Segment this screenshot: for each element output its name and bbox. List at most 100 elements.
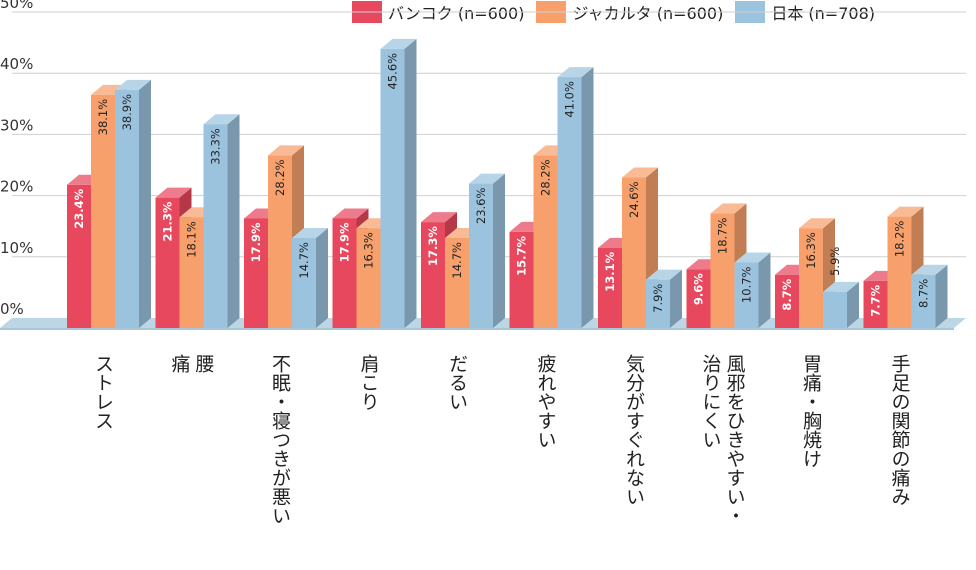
bar-bangkok (863, 280, 888, 328)
bar-jakarta (91, 94, 115, 328)
bar-value-label: 28.2% (539, 159, 553, 196)
bar-japan-top (557, 67, 594, 78)
bar-japan-top (115, 79, 151, 90)
bar-japan-side (758, 252, 771, 328)
bar-jakarta (179, 217, 204, 328)
legend-label-jakarta: ジャカルタ (n=600) (572, 4, 724, 23)
y-tick-label: 40% (0, 55, 33, 73)
bar-jakarta-top (710, 203, 747, 214)
bar-value-label: 23.6% (474, 188, 488, 225)
bar-bangkok (155, 197, 180, 328)
bar-jakarta-top (799, 218, 835, 229)
bar-value-label: 41.0% (563, 81, 577, 118)
bar-japan-top (646, 269, 682, 280)
bar-bangkok (332, 218, 357, 328)
bar-japan-side (935, 264, 948, 328)
bar-value-label: 8.7% (917, 279, 931, 308)
y-tick-label: 10% (0, 239, 33, 257)
bar-value-label: 7.9% (651, 284, 665, 313)
category-label: 肩こり (358, 354, 380, 411)
bar-jakarta-top (268, 145, 304, 156)
bar-japan (203, 124, 228, 328)
category-label: 胃痛・胸焼け (800, 354, 822, 468)
bar-bangkok-top (421, 212, 457, 223)
bar-japan-top (203, 114, 240, 125)
category-label: ストレス (92, 354, 114, 430)
bar-japan-side (581, 67, 594, 328)
bar-japan-top (292, 228, 328, 239)
bar-bangkok (686, 269, 711, 328)
legend-label-bangkok: バンコク (n=600) (388, 4, 525, 23)
category-label: 風邪をひきやすい・ (724, 354, 746, 525)
bar-japan (911, 274, 936, 328)
bar-value-label: 38.9% (120, 94, 134, 131)
category-label: 痛 (169, 354, 191, 374)
bar-value-label: 17.9% (338, 222, 352, 262)
y-tick-label: 30% (0, 116, 33, 134)
bar-value-label: 14.7% (297, 242, 311, 279)
bar-bangkok-top (155, 187, 192, 198)
legend-label-japan: 日本 (n=708) (771, 4, 875, 23)
category-label: 治りにくい (700, 354, 722, 449)
bar-bangkok (598, 247, 622, 328)
bar-japan-side (316, 228, 328, 328)
bar-value-label: 14.7% (450, 242, 464, 279)
bar-jakarta (710, 213, 735, 328)
bar-value-label: 9.6% (692, 273, 706, 305)
bar-japan (292, 238, 316, 328)
category-label: 腰 (193, 354, 215, 373)
bar-jakarta-top (622, 167, 658, 178)
y-tick-label: 50% (0, 0, 33, 12)
bar-value-label: 7.7% (869, 284, 883, 316)
bar-japan-side (227, 114, 240, 328)
bar-japan (115, 89, 139, 328)
bar-value-label: 45.6% (386, 53, 400, 90)
bar-jakarta (622, 177, 646, 328)
bar-japan-top (380, 38, 417, 49)
bar-value-label: 5.9% (828, 247, 842, 276)
bar-japan-side (847, 281, 859, 328)
bar-value-label: 13.1% (603, 251, 617, 291)
y-tick-label: 0% (0, 300, 24, 318)
bar-jakarta (887, 216, 912, 328)
category-label: 手足の関節の痛み (889, 354, 911, 506)
bar-value-label: 10.7% (740, 266, 754, 303)
bar-value-label: 33.3% (209, 128, 223, 165)
bar-japan (557, 77, 582, 328)
category-label: 気分がすぐれない (623, 354, 645, 506)
bar-bangkok (421, 222, 445, 328)
bar-value-label: 18.2% (893, 221, 907, 258)
bar-japan-side (404, 38, 417, 328)
bar-bangkok (509, 231, 534, 328)
bar-japan (734, 262, 759, 328)
bar-japan (646, 279, 670, 328)
bar-jakarta (268, 155, 292, 328)
bar-value-label: 16.3% (362, 232, 376, 269)
bar-value-label: 17.3% (426, 226, 440, 266)
bar-jakarta-top (887, 206, 924, 217)
bar-japan (380, 48, 405, 328)
bar-value-label: 18.1% (185, 221, 199, 258)
category-label: 疲れやすい (535, 354, 557, 449)
bar-japan (469, 183, 493, 328)
bar-value-label: 16.3% (804, 232, 818, 269)
bar-value-label: 17.9% (249, 222, 263, 262)
bar-value-label: 21.3% (161, 201, 175, 241)
bar-bangkok (67, 184, 91, 328)
bar-japan-top (734, 252, 771, 263)
bar-jakarta (799, 228, 823, 328)
category-label: だるい (446, 354, 468, 411)
bar-japan-side (493, 173, 505, 328)
bar-japan-top (823, 281, 859, 292)
bar-bangkok (775, 274, 799, 328)
bar-bangkok-top (332, 208, 369, 219)
bar-value-label: 15.7% (515, 235, 529, 275)
bar-value-label: 18.7% (716, 217, 730, 254)
bar-jakarta (533, 155, 558, 328)
bar-japan-side (670, 269, 682, 328)
bar-jakarta (445, 238, 469, 328)
category-label: 不眠・寝つきが悪い (269, 354, 291, 525)
bar-bangkok (244, 218, 268, 328)
bar-value-label: 23.4% (72, 188, 86, 228)
